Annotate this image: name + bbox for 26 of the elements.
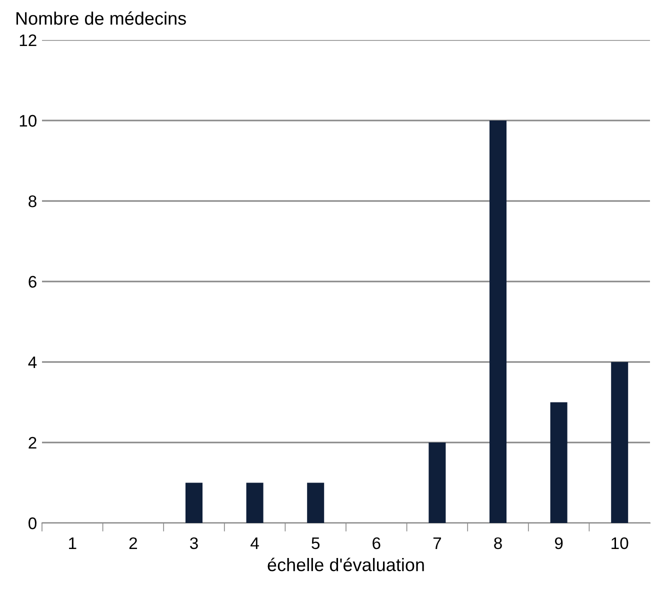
- x-tick-label: 2: [129, 537, 137, 549]
- y-tick-label: 0: [28, 517, 36, 530]
- x-tick-label: 10: [612, 537, 628, 550]
- y-tick-label: 12: [20, 34, 36, 46]
- x-tick-label: 1: [69, 538, 76, 549]
- x-tick-label: 6: [372, 537, 380, 550]
- x-tick-label: 3: [190, 537, 198, 550]
- bar: [428, 442, 446, 523]
- y-tick-label: 8: [28, 195, 36, 208]
- bar: [489, 120, 507, 523]
- y-axis-title: Nombre de médecins: [16, 11, 186, 25]
- bar: [550, 402, 568, 523]
- bar: [611, 362, 628, 523]
- bar: [246, 482, 264, 523]
- x-tick-label: 8: [494, 537, 502, 550]
- x-tick-label: 9: [554, 537, 563, 550]
- y-tick-label: 4: [28, 356, 37, 368]
- y-tick-label: 6: [28, 276, 36, 288]
- y-tick-label: 2: [28, 436, 36, 449]
- x-tick-label: 4: [250, 538, 259, 549]
- x-axis-title: échelle d'évaluation: [268, 558, 424, 572]
- bar: [185, 482, 203, 523]
- y-tick-label: 10: [20, 114, 36, 127]
- x-tick-label: 5: [312, 538, 320, 550]
- x-tick-label: 7: [433, 538, 441, 549]
- bar: [307, 482, 324, 523]
